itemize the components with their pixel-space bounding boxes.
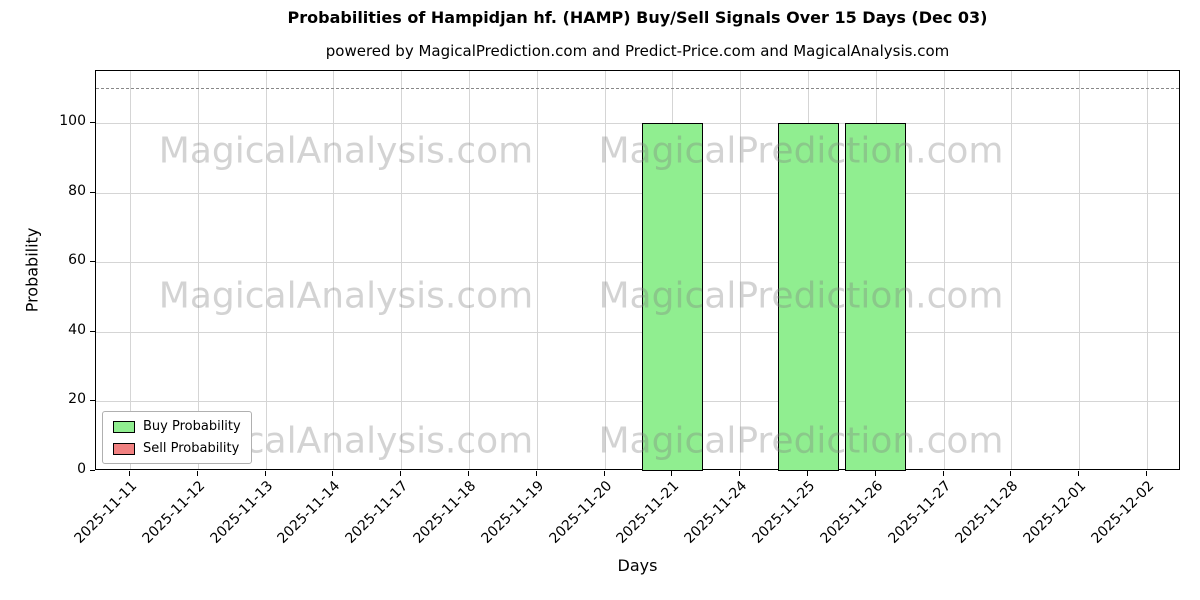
x-tick-mark [467,471,469,476]
x-axis-label: Days [617,556,658,575]
x-tick-mark [332,471,334,476]
watermark-text: MagicalPrediction.com [598,130,1004,172]
x-tick-mark [942,471,944,476]
x-gridline [129,71,131,469]
x-tick-mark [196,471,198,476]
x-gridline [468,71,470,469]
y-gridline [96,262,1179,264]
x-gridline [333,71,335,469]
x-tick-mark [739,471,741,476]
buy-probability-swatch [113,420,135,433]
x-tick-mark [400,471,402,476]
legend: Buy Probability Sell Probability [102,411,252,464]
x-gridline [604,71,606,469]
sell-probability-swatch [113,442,135,455]
y-tick-mark [90,470,95,471]
y-tick-mark [90,191,95,193]
x-tick-mark [671,471,673,476]
x-tick-mark [603,471,605,476]
y-gridline [96,331,1179,333]
legend-item-buy: Buy Probability [113,419,241,434]
buy-bar [777,123,839,471]
watermark-text: MagicalPrediction.com [598,275,1004,317]
threshold-line [96,88,1179,90]
x-tick-mark [128,471,130,476]
buy-bar [845,123,907,471]
y-axis-label: Probability [22,227,42,313]
y-gridline [96,123,1179,125]
x-gridline [943,71,945,469]
y-tick-label: 20 [68,391,86,408]
x-tick-mark [1078,471,1080,476]
x-gridline [1011,71,1013,469]
x-tick-mark [1010,471,1012,476]
y-tick-mark [90,330,95,332]
watermark-text: MagicalAnalysis.com [158,275,534,317]
y-tick-mark [90,400,95,402]
y-tick-mark [90,261,95,263]
x-gridline [1079,71,1081,469]
buy-bar [641,123,703,471]
y-tick-label: 40 [68,321,86,338]
y-tick-label: 0 [77,461,86,477]
x-gridline [1147,71,1149,469]
legend-item-sell: Sell Probability [113,441,241,456]
x-tick-mark [874,471,876,476]
y-tick-label: 100 [59,113,86,130]
plot-area: Buy Probability Sell Probability Magical… [95,70,1180,471]
x-gridline [401,71,403,469]
y-tick-label: 80 [68,182,86,199]
x-gridline [536,71,538,469]
x-gridline [265,71,267,469]
x-tick-mark [535,471,537,476]
watermark-text: MagicalAnalysis.com [158,130,534,172]
x-tick-mark [264,471,266,476]
y-gridline [96,192,1179,194]
x-tick-mark [807,471,809,476]
watermark-text: MagicalPrediction.com [598,420,1004,462]
x-gridline [197,71,199,469]
legend-label-buy: Buy Probability [143,419,241,434]
x-gridline [740,71,742,469]
chart-subtitle: powered by MagicalPrediction.com and Pre… [325,42,950,60]
y-tick-label: 60 [68,252,86,269]
x-tick-mark [1146,471,1148,476]
y-tick-mark [90,122,95,124]
y-gridline [96,401,1179,403]
chart-title: Probabilities of Hampidjan hf. (HAMP) Bu… [287,8,988,27]
legend-label-sell: Sell Probability [143,441,240,456]
